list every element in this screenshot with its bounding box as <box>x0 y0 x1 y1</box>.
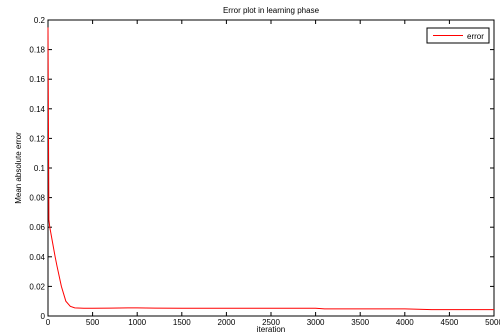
plot-area: 0 500 1000 1500 2000 2500 3000 3500 4000 4500 500 0… <box>29 16 500 327</box>
x-tick-label: 3500 <box>351 318 369 327</box>
y-tick-label: 0.2 <box>34 16 46 25</box>
x-axis-label: iteration <box>257 325 285 334</box>
x-tick-label: 4500 <box>441 318 459 327</box>
x-tick-label: 500 <box>86 318 100 327</box>
x-tick-label: 2500 <box>262 318 280 327</box>
y-tick-label: 0.16 <box>29 75 45 84</box>
x-tick-label: 1500 <box>173 318 191 327</box>
x-tick-label: 3000 <box>307 318 325 327</box>
y-axis-label: Mean absolute error <box>14 132 23 204</box>
y-tick-label: 0.18 <box>29 46 45 55</box>
y-tick-label: 0.06 <box>29 223 45 232</box>
axes-box <box>47 19 495 317</box>
y-tick-label: 0.14 <box>29 105 45 114</box>
legend: error <box>426 27 490 44</box>
x-tick-label: 4000 <box>396 318 414 327</box>
x-tick-label: 0 <box>46 318 51 327</box>
y-tick-label: 0.08 <box>29 194 45 203</box>
y-tick-label: 0.02 <box>29 282 45 291</box>
x-tick-label: 2000 <box>218 318 236 327</box>
y-tick-label: 0.04 <box>29 253 45 262</box>
x-tick-label: 1000 <box>128 318 146 327</box>
series-line-error <box>47 27 494 311</box>
y-tick-label: 0.12 <box>29 134 45 143</box>
chart-title: Error plot in learning phase <box>223 6 320 15</box>
y-tick-label: 0 <box>41 312 46 321</box>
y-tick-label: 0.1 <box>34 164 46 173</box>
legend-label-error: error <box>467 32 484 41</box>
